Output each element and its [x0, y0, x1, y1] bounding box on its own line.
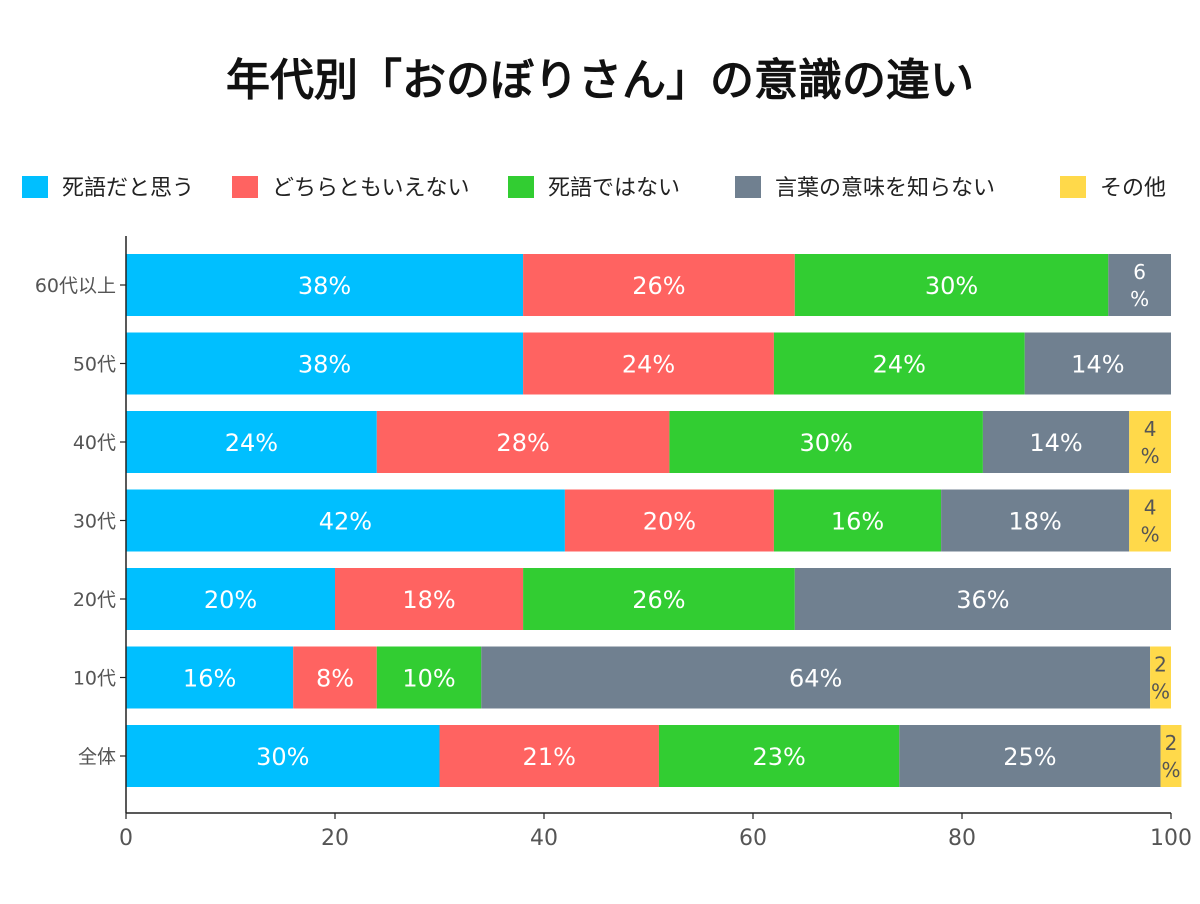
- bar-value-label: 20%: [204, 586, 257, 614]
- bar-segment: [658, 725, 900, 787]
- bar-value-label: 2: [1165, 731, 1178, 755]
- bar-value-label: 10%: [402, 665, 455, 693]
- x-tick-label: 20: [321, 826, 349, 851]
- bar-value-label: 6: [1133, 260, 1146, 284]
- bar-value-label: 18%: [402, 586, 455, 614]
- bar-value-label: 16%: [831, 508, 884, 536]
- bar-segment: [773, 332, 1025, 395]
- legend-swatch: [508, 176, 534, 198]
- y-tick-label: 10代: [73, 668, 116, 690]
- bar-segment: [1129, 411, 1171, 473]
- y-tick-label: 60代以上: [35, 275, 116, 297]
- y-tick-label: 全体: [78, 746, 116, 768]
- x-tick-label: 60: [739, 826, 767, 851]
- bar-value-label: 30%: [925, 272, 978, 300]
- y-tick-label: 40代: [73, 432, 116, 454]
- bar-segment: [982, 411, 1130, 473]
- bar-segment: [126, 568, 335, 630]
- bar-segment: [126, 411, 377, 473]
- bar-segment: [126, 646, 294, 709]
- legend-label: 死語ではない: [548, 176, 680, 201]
- legend: 死語だと思う どちらともいえない 死語ではない 言葉の意味を知らない その他: [22, 176, 1166, 201]
- legend-label: どちらともいえない: [272, 176, 470, 201]
- bar-value-label: 4: [1144, 496, 1157, 520]
- legend-label: 死語だと思う: [62, 176, 194, 201]
- x-tick-label: 100: [1150, 826, 1192, 851]
- legend-swatch: [735, 176, 761, 198]
- bar-segment: [1160, 725, 1182, 787]
- bar-value-label: %: [1141, 523, 1160, 547]
- bar-value-label: 24%: [873, 351, 926, 379]
- bar-segment: [376, 411, 670, 473]
- bar-value-label: 14%: [1029, 429, 1082, 457]
- bar-segment: [1150, 646, 1171, 709]
- bar-value-label: 16%: [183, 665, 236, 693]
- bar-value-label: 64%: [789, 665, 842, 693]
- bar-value-label: %: [1151, 680, 1170, 704]
- plot-area: 38% 26% 30% 6%38% 24% 24% 14%24% 28% 30% 14% 4%42%…: [126, 254, 1182, 787]
- bar-value-label: 26%: [632, 272, 685, 300]
- bar-segment: [126, 254, 524, 316]
- bar-value-label: 42%: [319, 508, 372, 536]
- bar-value-label: 30%: [799, 429, 852, 457]
- bar-value-label: 2: [1154, 653, 1167, 677]
- bar-value-label: 23%: [752, 743, 805, 771]
- bar-segment: [1129, 489, 1171, 552]
- legend-swatch: [22, 176, 48, 198]
- chart-title: 年代別「おのぼりさん」の意識の違い: [226, 55, 974, 106]
- bar-segment: [376, 646, 482, 709]
- bar-value-label: 38%: [298, 351, 351, 379]
- bar-value-label: 25%: [1003, 743, 1056, 771]
- bar-value-label: %: [1161, 758, 1180, 782]
- bar-segment: [564, 489, 774, 552]
- bar-segment: [523, 254, 795, 316]
- legend-label: 言葉の意味を知らない: [775, 176, 995, 201]
- x-tick-label: 80: [948, 826, 976, 851]
- bar-value-label: 26%: [632, 586, 685, 614]
- bar-segment: [1024, 332, 1171, 395]
- bar-value-label: 24%: [622, 351, 675, 379]
- bar-segment: [335, 568, 524, 630]
- bar-value-label: 30%: [256, 743, 309, 771]
- bar-value-label: 4: [1144, 417, 1157, 441]
- y-tick-label: 20代: [73, 589, 116, 611]
- bar-value-label: %: [1141, 444, 1160, 468]
- bar-segment: [126, 725, 440, 787]
- legend-swatch: [1060, 176, 1086, 198]
- bar-value-label: 8%: [316, 665, 354, 693]
- bar-value-label: 21%: [523, 743, 576, 771]
- bar-segment: [899, 725, 1161, 787]
- bar-value-label: 38%: [298, 272, 351, 300]
- legend-swatch: [232, 176, 258, 198]
- bar-segment: [523, 332, 774, 395]
- x-tick-label: 0: [119, 826, 133, 851]
- y-tick-label: 30代: [73, 511, 116, 533]
- bar-segment: [126, 332, 524, 395]
- bar-value-label: 18%: [1008, 508, 1061, 536]
- bar-value-label: 36%: [956, 586, 1009, 614]
- bar-segment: [669, 411, 983, 473]
- bar-segment: [481, 646, 1151, 709]
- bar-segment: [439, 725, 659, 787]
- bar-segment: [794, 254, 1109, 316]
- bar-value-label: %: [1130, 287, 1149, 311]
- bar-segment: [523, 568, 795, 630]
- y-tick-label: 50代: [73, 354, 116, 376]
- legend-label: その他: [1100, 176, 1166, 201]
- bar-value-label: 20%: [643, 508, 696, 536]
- bar-segment: [1108, 254, 1171, 316]
- bar-segment: [126, 489, 565, 552]
- bar-value-label: 14%: [1071, 351, 1124, 379]
- bar-value-label: 24%: [225, 429, 278, 457]
- x-tick-label: 40: [530, 826, 558, 851]
- bar-segment: [293, 646, 377, 709]
- bar-value-label: 28%: [496, 429, 549, 457]
- bar-segment: [773, 489, 942, 552]
- bar-segment: [941, 489, 1130, 552]
- bar-segment: [794, 568, 1171, 630]
